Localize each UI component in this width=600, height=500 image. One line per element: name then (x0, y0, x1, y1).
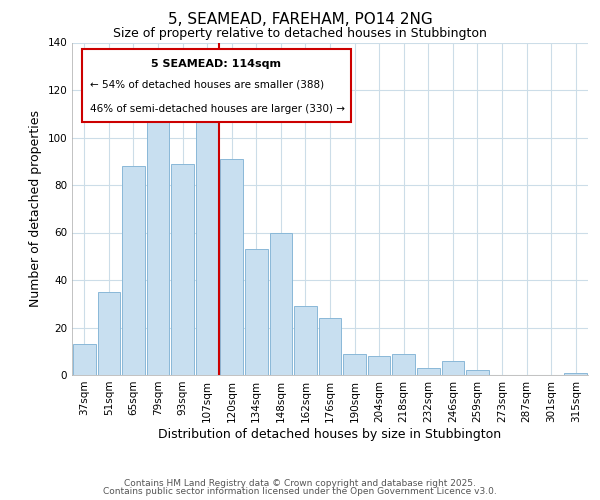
FancyBboxPatch shape (82, 49, 350, 122)
Bar (417, 368, 440, 375)
Bar (442, 361, 464, 375)
Text: Contains public sector information licensed under the Open Government Licence v3: Contains public sector information licen… (103, 487, 497, 496)
Bar (146, 121, 169, 375)
Bar (319, 318, 341, 375)
Bar (73, 344, 95, 375)
Text: 46% of semi-detached houses are larger (330) →: 46% of semi-detached houses are larger (… (90, 104, 345, 114)
Bar (565, 372, 587, 375)
Bar (171, 164, 194, 375)
Bar (98, 292, 120, 375)
X-axis label: Distribution of detached houses by size in Stubbington: Distribution of detached houses by size … (158, 428, 502, 440)
Bar (122, 166, 145, 375)
Text: ← 54% of detached houses are smaller (388): ← 54% of detached houses are smaller (38… (90, 80, 324, 90)
Text: Size of property relative to detached houses in Stubbington: Size of property relative to detached ho… (113, 28, 487, 40)
Bar (466, 370, 489, 375)
Bar (220, 159, 243, 375)
Bar (245, 249, 268, 375)
Bar (269, 232, 292, 375)
Bar (196, 118, 218, 375)
Bar (343, 354, 366, 375)
Bar (294, 306, 317, 375)
Text: 5 SEAMEAD: 114sqm: 5 SEAMEAD: 114sqm (151, 59, 281, 69)
Bar (392, 354, 415, 375)
Y-axis label: Number of detached properties: Number of detached properties (29, 110, 42, 307)
Text: Contains HM Land Registry data © Crown copyright and database right 2025.: Contains HM Land Registry data © Crown c… (124, 478, 476, 488)
Bar (368, 356, 391, 375)
Text: 5, SEAMEAD, FAREHAM, PO14 2NG: 5, SEAMEAD, FAREHAM, PO14 2NG (167, 12, 433, 28)
